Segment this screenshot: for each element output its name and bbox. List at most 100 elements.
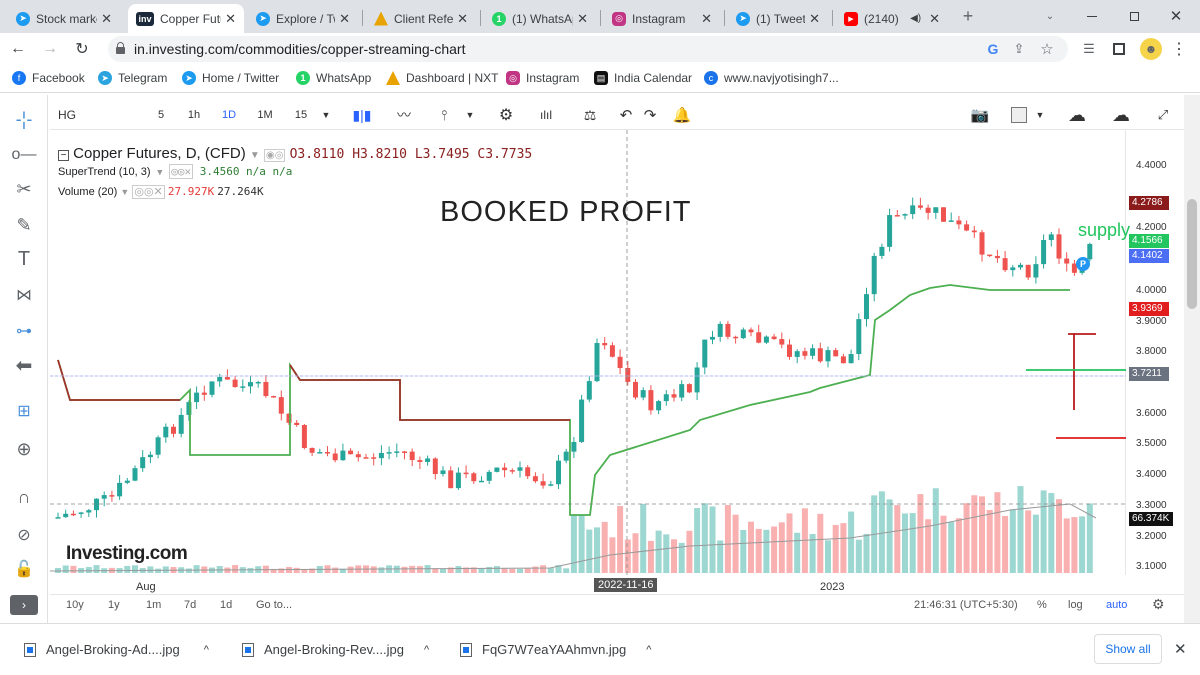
redo-icon[interactable]: ↷ — [643, 107, 657, 124]
layout-dropdown-icon[interactable]: ▼ — [1035, 110, 1045, 120]
close-icon[interactable]: ✕ — [929, 10, 940, 26]
new-tab-button[interactable]: + — [962, 5, 974, 26]
interval-dropdown-icon[interactable]: ▼ — [321, 110, 331, 120]
range-10y[interactable]: 10y — [66, 599, 84, 611]
close-icon[interactable]: ✕ — [225, 10, 236, 26]
range-1m[interactable]: 1m — [146, 599, 162, 611]
interval-5[interactable]: 5 — [157, 109, 165, 121]
bookmark-dashboard-nxt[interactable]: Dashboard | NXT — [386, 71, 499, 85]
tab-explore-twitter[interactable]: ➤ Explore / Tw ✕ — [248, 4, 358, 33]
tab-client-referral[interactable]: Client Refer ✕ — [366, 4, 476, 33]
side-panel-icon[interactable] — [1110, 40, 1128, 58]
download-item-2[interactable]: Angel-Broking-Rev....jpg ^ — [242, 642, 429, 657]
unlock-icon[interactable]: 🔓 — [14, 561, 34, 578]
goto-date[interactable]: Go to... — [256, 599, 293, 611]
range-1y[interactable]: 1y — [108, 599, 120, 611]
range-7d[interactable]: 7d — [184, 599, 197, 611]
layout-icon[interactable] — [1008, 104, 1030, 126]
supertrend-controls-icon[interactable]: ◎◎✕ — [169, 164, 194, 179]
close-icon[interactable]: ✕ — [809, 10, 820, 26]
indicators-icon[interactable]: ılıl — [540, 108, 552, 122]
close-icon[interactable]: ✕ — [457, 10, 468, 26]
zoom-icon[interactable]: ⊕ — [16, 438, 32, 459]
bookmark-instagram[interactable]: ◎ Instagram — [506, 71, 579, 85]
close-icon[interactable]: ✕ — [101, 10, 112, 26]
bookmark-whatsapp[interactable]: 1 WhatsApp — [296, 71, 371, 85]
price-chart[interactable] — [50, 130, 1126, 575]
chevron-up-icon[interactable]: ^ — [423, 643, 430, 656]
line-chart-icon[interactable]: 〰 — [397, 107, 411, 123]
tab-copper-futures[interactable]: inv Copper Futu ✕ — [128, 4, 244, 33]
window-close-icon[interactable]: ✕ — [1169, 8, 1183, 25]
reading-list-icon[interactable]: ☰ — [1083, 41, 1095, 56]
tab-tweets[interactable]: ➤ (1) Tweets / ✕ — [728, 4, 828, 33]
expand-toolbar-icon[interactable]: › — [10, 595, 38, 615]
supertrend-dropdown-icon[interactable]: ▼ — [157, 168, 163, 178]
fib-tool-icon[interactable]: ✂ — [16, 178, 32, 199]
minimize-icon[interactable] — [1082, 6, 1102, 26]
undo-icon[interactable]: ↶ — [619, 107, 633, 124]
bookmark-facebook[interactable]: f Facebook — [12, 71, 85, 85]
interval-1d[interactable]: 1D — [221, 109, 237, 121]
tab-whatsapp[interactable]: 1 (1) WhatsAp ✕ — [484, 4, 596, 33]
crosshair-icon[interactable]: -¦- — [15, 108, 33, 129]
brush-icon[interactable]: ✎ — [16, 214, 32, 235]
bar-type-icon[interactable]: ⫯ — [440, 106, 448, 123]
trendline-icon[interactable]: o— — [11, 146, 37, 163]
forecast-icon[interactable]: ⊞ — [17, 403, 31, 420]
chevron-up-icon[interactable]: ^ — [203, 643, 209, 656]
text-tool-icon[interactable]: T — [17, 247, 31, 270]
magnet-icon[interactable]: ∩ — [17, 486, 31, 507]
audio-icon[interactable]: ◀) — [910, 13, 922, 24]
tab-search-icon[interactable]: ⌄ — [1045, 10, 1055, 22]
visibility-icon[interactable]: ◉◎ — [263, 149, 286, 162]
close-downloads-icon[interactable]: ✕ — [1174, 641, 1187, 658]
profile-avatar[interactable]: ☻ — [1140, 38, 1162, 60]
back-icon[interactable]: ← — [10, 40, 26, 57]
interval-1m[interactable]: 1M — [257, 109, 273, 121]
reload-icon[interactable]: ↻ — [75, 41, 89, 58]
bookmark-home-twitter[interactable]: ➤ Home / Twitter — [182, 71, 279, 85]
alert-icon[interactable]: 🔔 — [672, 107, 692, 124]
close-icon[interactable]: ✕ — [701, 10, 712, 26]
scrollbar-thumb[interactable] — [1187, 199, 1197, 309]
share-icon[interactable]: ⇪ — [1013, 41, 1025, 56]
compare-icon[interactable]: ⚖ — [583, 106, 597, 123]
chevron-up-icon[interactable]: ^ — [646, 643, 652, 656]
lock-drawings-icon[interactable]: ⊘ — [17, 527, 31, 544]
measure-icon[interactable]: ⊶ — [16, 323, 32, 340]
close-icon[interactable]: ✕ — [577, 10, 588, 26]
forward-icon[interactable]: → — [42, 40, 58, 57]
position-pin-icon[interactable]: P — [1076, 257, 1090, 271]
chart-settings-gear-icon[interactable]: ⚙ — [1152, 596, 1165, 612]
tab-instagram[interactable]: ◎ Instagram ✕ — [604, 4, 720, 33]
omnibox[interactable]: in.investing.com/commodities/copper-stre… — [108, 36, 1068, 62]
symbol-search[interactable]: HG — [58, 108, 76, 122]
legend-collapse-icon[interactable]: − — [58, 150, 69, 161]
download-item-3[interactable]: FqG7W7eaYAAhmvn.jpg ^ — [460, 642, 651, 657]
pattern-icon[interactable]: ⋈ — [16, 287, 32, 304]
download-item-1[interactable]: Angel-Broking-Ad....jpg ^ — [24, 642, 209, 657]
percent-toggle[interactable]: % — [1037, 599, 1047, 611]
bookmark-star-icon[interactable]: ☆ — [1040, 41, 1054, 58]
interval-1h[interactable]: 1h — [187, 109, 201, 121]
close-icon[interactable]: ✕ — [339, 10, 350, 26]
legend-dropdown-icon[interactable]: ▼ — [249, 150, 260, 161]
bookmark-navjyotisingh[interactable]: c www.navjyotisingh7... — [704, 71, 839, 85]
volume-dropdown-icon[interactable]: ▼ — [120, 187, 130, 197]
page-scrollbar[interactable] — [1184, 95, 1200, 623]
bookmark-telegram[interactable]: ➤ Telegram — [98, 71, 167, 85]
log-toggle[interactable]: log — [1068, 599, 1083, 611]
tab-youtube[interactable]: ▶ (2140) ◀) ✕ — [836, 4, 948, 33]
camera-icon[interactable]: 📷 — [970, 107, 990, 124]
menu-icon[interactable]: ⋮ — [1171, 41, 1187, 58]
fullscreen-icon[interactable]: ⤢ — [1157, 107, 1169, 122]
back-arrow-icon[interactable]: ⬅ — [15, 354, 33, 377]
auto-toggle[interactable]: auto — [1106, 599, 1128, 611]
cloud-load-icon[interactable]: ☁ — [1068, 104, 1086, 125]
volume-controls-icon[interactable]: ◎◎✕ — [132, 185, 165, 199]
google-translate-icon[interactable]: G — [987, 41, 999, 57]
range-1d[interactable]: 1d — [220, 599, 233, 611]
settings-gear-icon[interactable]: ⚙ — [498, 107, 514, 124]
cloud-save-icon[interactable]: ☁ — [1112, 104, 1130, 125]
